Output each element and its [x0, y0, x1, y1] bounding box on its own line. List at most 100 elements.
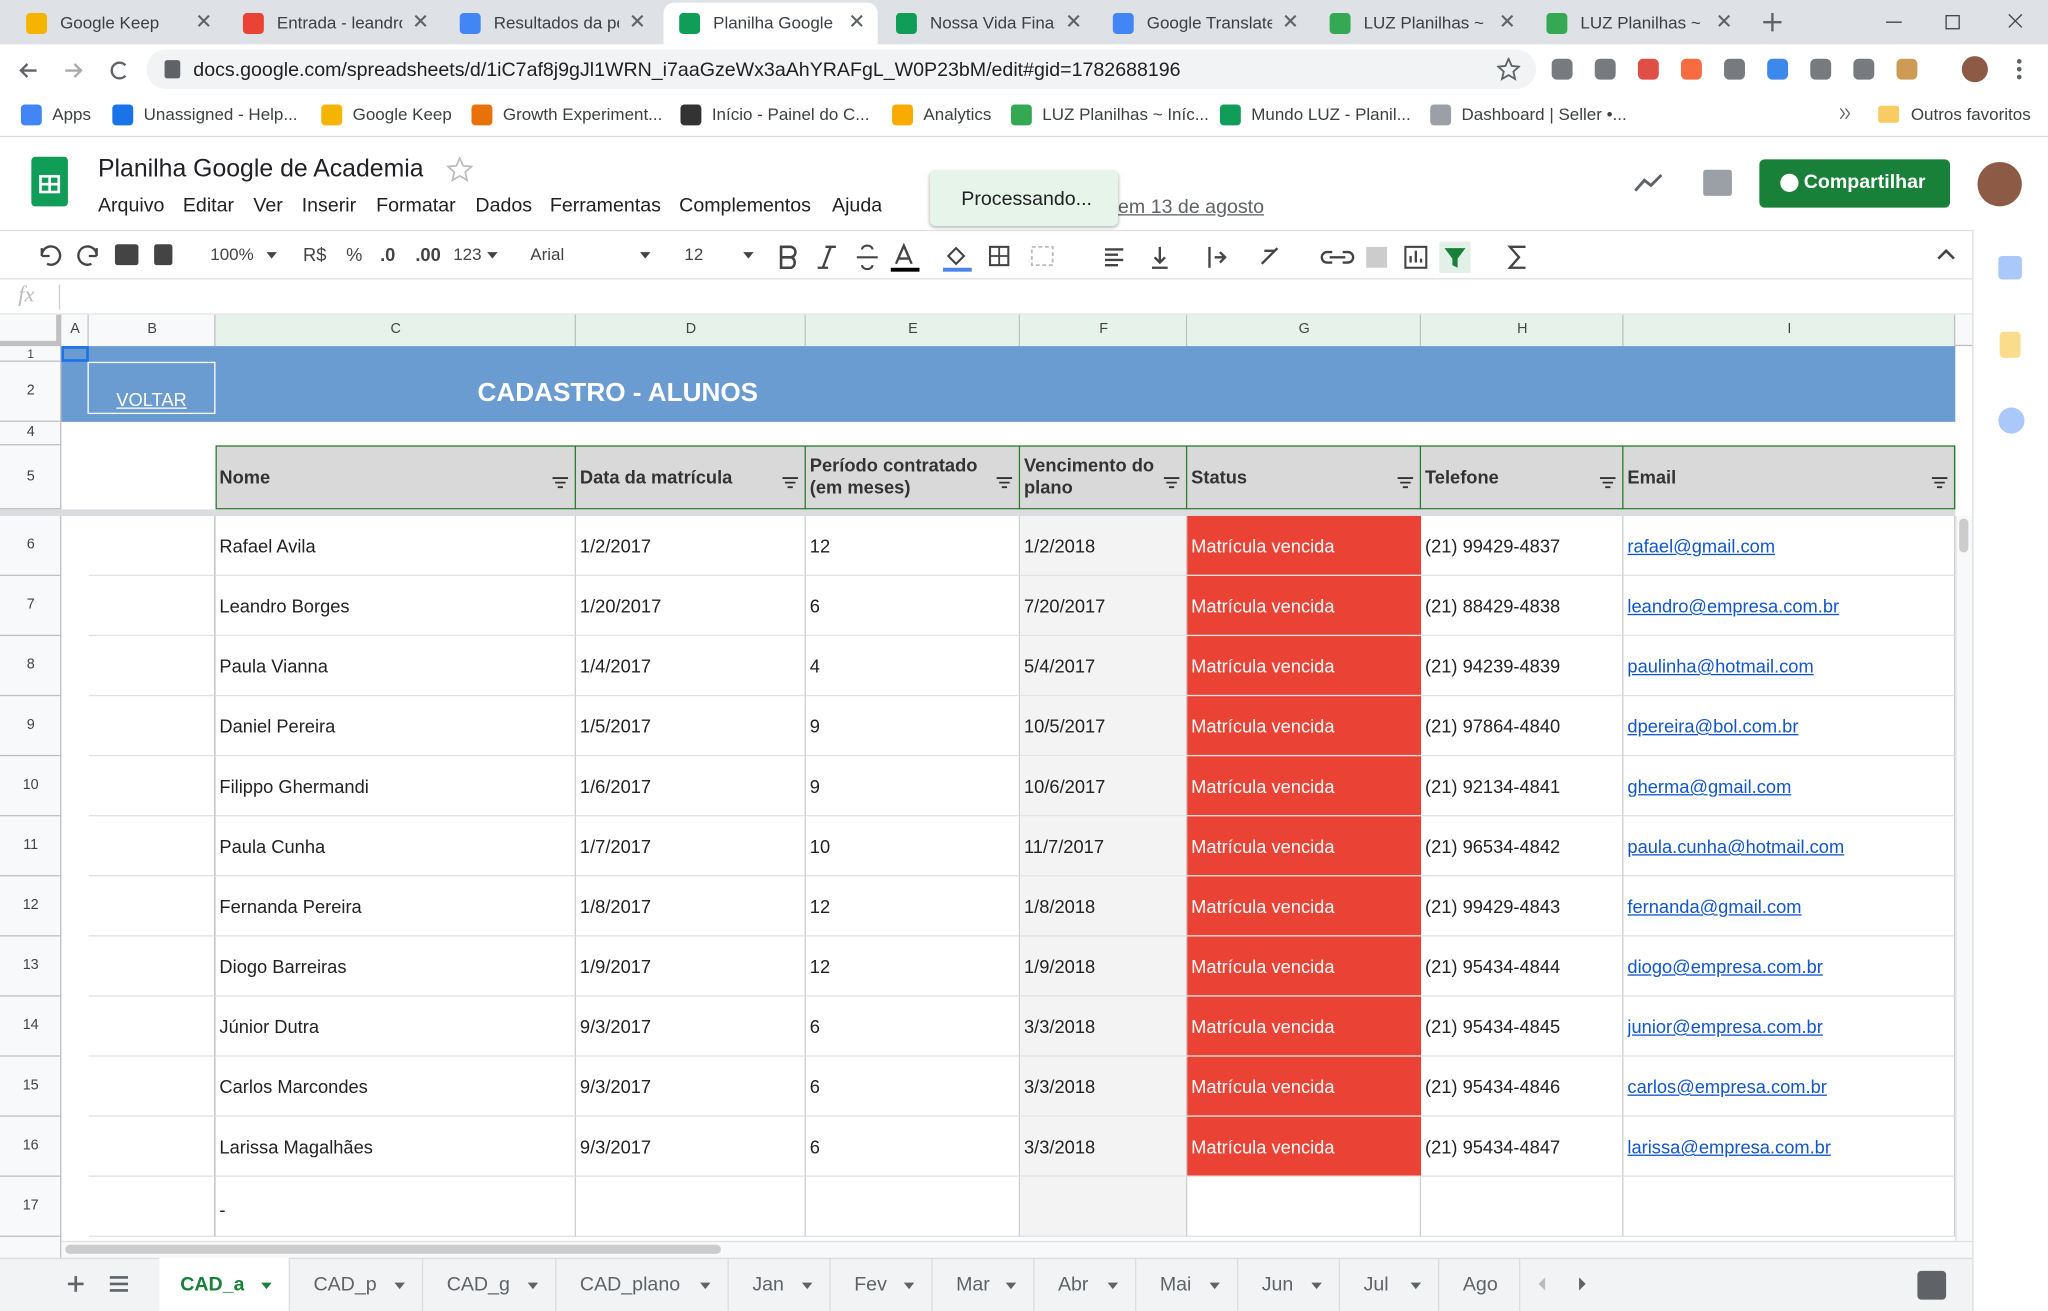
add-sheet[interactable]	[65, 1273, 86, 1294]
email-cell-text[interactable]: carlos@empresa.com.br	[1627, 1076, 1827, 1098]
profile-avatar[interactable]	[1961, 56, 1988, 83]
filter-button[interactable]	[1931, 472, 1948, 489]
sheet-tab[interactable]: Ago	[1442, 1257, 1521, 1311]
tab-close[interactable]	[1283, 12, 1301, 30]
filter-button[interactable]	[552, 472, 569, 489]
tab-close[interactable]	[196, 12, 214, 30]
browser-tab[interactable]: Nossa Vida Finan	[880, 5, 1094, 42]
collapse-toolbar[interactable]	[1936, 246, 1957, 262]
back-button[interactable]: VOLTAR	[116, 389, 187, 411]
bookmark[interactable]: Analytics	[923, 104, 992, 125]
tab-close[interactable]	[413, 12, 431, 30]
menu-item[interactable]: Ver	[253, 194, 283, 217]
bookmark[interactable]: Início - Painel do C...	[711, 104, 870, 125]
email-cell-text[interactable]: junior@empresa.com.br	[1627, 1016, 1823, 1038]
browser-tab[interactable]: Resultados da pe	[444, 5, 658, 42]
extension-icon[interactable]	[1637, 58, 1659, 80]
menu-item[interactable]: Arquivo	[97, 194, 165, 217]
doc-star[interactable]	[445, 155, 474, 183]
paint-format-icon[interactable]	[154, 244, 173, 266]
active-tab[interactable]: Planilha Google d	[663, 2, 878, 45]
email-cell-text[interactable]: dpereira@bol.com.br	[1627, 715, 1799, 737]
sheet-tab[interactable]: Mar	[935, 1257, 1035, 1311]
bookmark[interactable]: Mundo LUZ - Planil...	[1251, 104, 1411, 125]
extension-icon[interactable]	[1680, 58, 1702, 80]
toolbar-more-formats[interactable]: 123	[453, 244, 482, 264]
calendar-icon[interactable]	[1998, 255, 2022, 280]
extension-icon[interactable]	[1551, 58, 1573, 80]
sheet-tab[interactable]: Abr	[1037, 1257, 1137, 1311]
other-bookmarks[interactable]: Outros favoritos	[1910, 104, 2031, 125]
sheet-tab[interactable]: Mai	[1139, 1257, 1239, 1311]
bookmark[interactable]: LUZ Planilhas ~ Iníc...	[1042, 104, 1209, 125]
print-icon[interactable]	[114, 244, 139, 266]
email-cell-text[interactable]: leandro@empresa.com.br	[1627, 595, 1840, 617]
undo-redo[interactable]	[76, 243, 102, 269]
email-cell-text[interactable]: gherma@gmail.com	[1627, 775, 1792, 797]
toolbar-font[interactable]: Arial	[530, 244, 565, 264]
filter-button[interactable]	[1397, 472, 1414, 489]
sheet-tab[interactable]: Fev	[833, 1257, 933, 1311]
star-icon[interactable]	[1495, 56, 1522, 81]
toolbar-decrease-decimals[interactable]: .0	[380, 244, 396, 266]
filter-button[interactable]	[996, 472, 1013, 489]
extension-icon[interactable]	[1767, 58, 1789, 80]
bookmark[interactable]: Google Keep	[352, 104, 452, 125]
tab-close[interactable]	[630, 12, 648, 30]
tab-close[interactable]	[1716, 12, 1734, 30]
comments-icon[interactable]	[1703, 169, 1732, 196]
tasks-icon[interactable]	[1998, 407, 2025, 434]
extension-icon[interactable]	[1853, 58, 1875, 80]
menu-item[interactable]: Dados	[475, 194, 533, 217]
sheet-tab[interactable]: CAD_p	[293, 1257, 424, 1311]
bookmark[interactable]: Growth Experiment...	[502, 104, 663, 125]
last-edit[interactable]: em 13 de agosto	[1118, 195, 1264, 219]
sheet-tab[interactable]: CAD_g	[426, 1257, 557, 1311]
tab-close[interactable]	[1499, 12, 1517, 30]
menu-item[interactable]: Ajuda	[831, 194, 883, 217]
menu-item[interactable]: Inserir	[301, 194, 357, 217]
filter-button[interactable]	[1163, 472, 1180, 489]
toolbar-icons[interactable]	[776, 240, 1573, 274]
keep-icon[interactable]	[1999, 331, 2021, 358]
sheet-tab[interactable]: Jul	[1343, 1257, 1440, 1311]
sheet-tab[interactable]: Jun	[1241, 1257, 1341, 1311]
toolbar-font-size[interactable]: 12	[684, 244, 704, 264]
menu-item[interactable]: Editar	[182, 194, 235, 217]
extension-icon[interactable]	[1810, 58, 1832, 80]
extension-icon[interactable]	[1724, 58, 1745, 80]
back-button-box[interactable]	[87, 361, 216, 415]
email-cell-text[interactable]: fernanda@gmail.com	[1627, 895, 1802, 917]
email-cell-text[interactable]: diogo@empresa.com.br	[1627, 956, 1823, 977]
h-scroll-thumb[interactable]	[65, 1244, 721, 1254]
toolbar-currency[interactable]: R$	[303, 244, 327, 266]
tab-close[interactable]	[1066, 12, 1084, 30]
browser-tab[interactable]: Google Translate	[1097, 5, 1311, 42]
bookmark[interactable]: Apps	[52, 104, 91, 125]
url[interactable]: docs.google.com/spreadsheets/d/1iC7af8j9…	[193, 58, 1181, 81]
sheet-tab[interactable]: CAD_plano	[559, 1257, 729, 1311]
active-sheet-tab[interactable]: CAD_a	[159, 1257, 290, 1311]
toolbar-zoom[interactable]: 100%	[210, 244, 254, 264]
toolbar-percent[interactable]: %	[346, 244, 363, 266]
email-cell-text[interactable]: paulinha@hotmail.com	[1627, 655, 1814, 677]
doc-title[interactable]: Planilha Google de Academia	[97, 155, 424, 183]
email-cell-text[interactable]: larissa@empresa.com.br	[1627, 1136, 1831, 1158]
bookmark[interactable]: Unassigned - Help...	[143, 104, 298, 125]
all-sheets[interactable]	[109, 1275, 128, 1293]
extension-icon[interactable]	[1896, 58, 1918, 80]
browser-tab[interactable]: LUZ Planilhas ~ P	[1314, 5, 1528, 42]
browser-tab[interactable]: LUZ Planilhas ~ P	[1531, 5, 1745, 42]
menu-item[interactable]: Ferramentas	[549, 194, 661, 217]
share-button[interactable]: Compartilhar	[1759, 159, 1951, 208]
menu-item[interactable]: Complementos	[679, 194, 811, 217]
undo-redo[interactable]	[37, 243, 63, 269]
filter-button[interactable]	[782, 472, 799, 489]
explore-button[interactable]	[1917, 1270, 1947, 1300]
email-cell-text[interactable]: paula.cunha@hotmail.com	[1627, 835, 1845, 857]
new-tab[interactable]	[1761, 10, 1785, 34]
bookmark[interactable]: Dashboard | Seller •...	[1461, 104, 1627, 125]
v-scroll-thumb[interactable]	[1959, 518, 1969, 553]
tab-close[interactable]	[849, 12, 867, 30]
menu-item[interactable]: Formatar	[376, 194, 456, 217]
